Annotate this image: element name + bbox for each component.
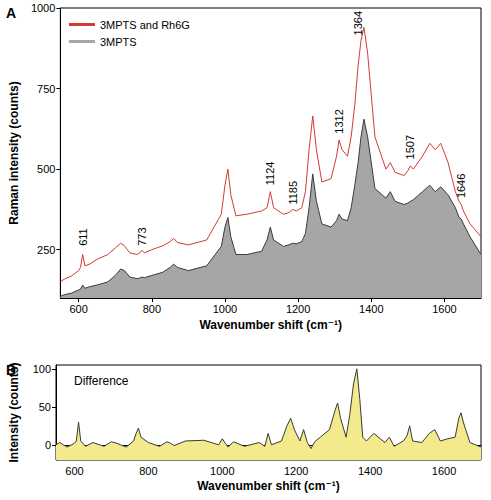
svg-text:1364: 1364 bbox=[352, 11, 364, 35]
svg-text:1600: 1600 bbox=[432, 303, 456, 315]
svg-text:800: 800 bbox=[143, 303, 161, 315]
svg-text:600: 600 bbox=[65, 465, 83, 477]
svg-text:611: 611 bbox=[77, 228, 89, 246]
svg-text:1312: 1312 bbox=[333, 109, 345, 133]
svg-text:750: 750 bbox=[37, 83, 55, 95]
svg-text:Wavenumber shift (cm⁻¹): Wavenumber shift (cm⁻¹) bbox=[197, 479, 340, 493]
svg-text:1200: 1200 bbox=[284, 465, 308, 477]
svg-text:600: 600 bbox=[69, 303, 87, 315]
svg-text:1000: 1000 bbox=[213, 303, 237, 315]
svg-text:1200: 1200 bbox=[286, 303, 310, 315]
svg-text:Raman intensity (counts): Raman intensity (counts) bbox=[7, 81, 21, 224]
svg-text:3MPTS: 3MPTS bbox=[100, 36, 137, 48]
svg-text:50: 50 bbox=[39, 401, 51, 413]
svg-text:1000: 1000 bbox=[31, 2, 55, 14]
svg-text:1646: 1646 bbox=[455, 174, 467, 198]
svg-text:1185: 1185 bbox=[287, 181, 299, 205]
svg-text:250: 250 bbox=[37, 244, 55, 256]
svg-text:1400: 1400 bbox=[359, 303, 383, 315]
svg-text:1000: 1000 bbox=[210, 465, 234, 477]
svg-text:Wavenumber shift (cm⁻¹): Wavenumber shift (cm⁻¹) bbox=[199, 318, 342, 332]
svg-text:1124: 1124 bbox=[264, 162, 276, 186]
svg-text:3MPTS and Rh6G: 3MPTS and Rh6G bbox=[100, 19, 190, 31]
svg-text:500: 500 bbox=[37, 163, 55, 175]
svg-text:Intensity (counts): Intensity (counts) bbox=[7, 362, 21, 462]
svg-text:1507: 1507 bbox=[404, 135, 416, 159]
svg-text:0: 0 bbox=[45, 439, 51, 451]
svg-text:800: 800 bbox=[139, 465, 157, 477]
svg-text:A: A bbox=[6, 5, 16, 21]
svg-text:Difference: Difference bbox=[74, 374, 129, 388]
svg-text:1400: 1400 bbox=[358, 465, 382, 477]
svg-text:773: 773 bbox=[136, 227, 148, 245]
svg-text:1600: 1600 bbox=[432, 465, 456, 477]
svg-text:100: 100 bbox=[33, 363, 51, 375]
